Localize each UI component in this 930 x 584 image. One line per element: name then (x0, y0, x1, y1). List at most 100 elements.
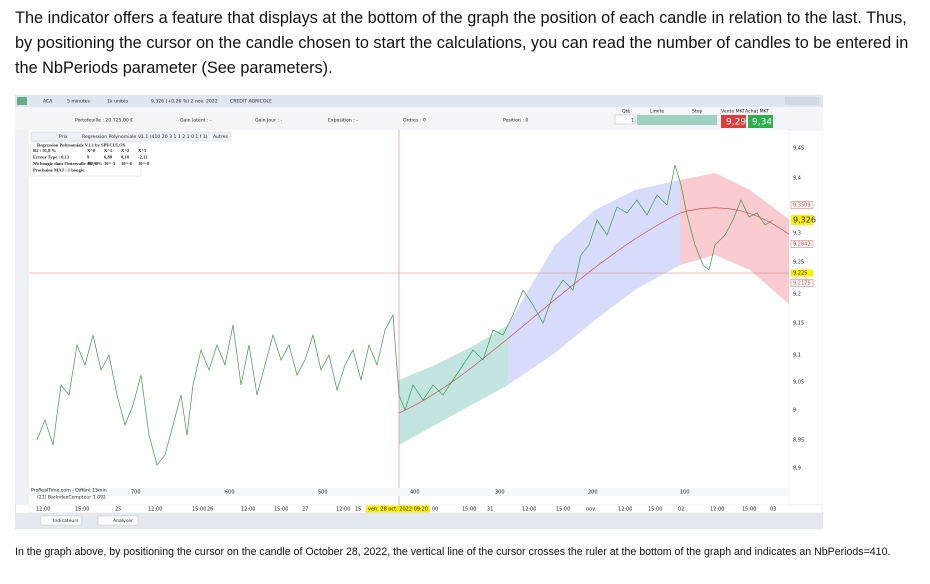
time-label: 15 (355, 507, 361, 513)
time-label: 15:00 (192, 507, 206, 513)
coef-scales: 10^-6 (121, 161, 133, 166)
price-label: 9,2 (793, 292, 801, 298)
indicators-label[interactable]: Indicateurs (53, 518, 79, 524)
analyse-button[interactable] (97, 515, 139, 526)
price-label: 9,15 (793, 321, 804, 327)
price-label: 9,25 (793, 260, 804, 266)
time-label: 12:00 (710, 507, 724, 513)
qty-label: Qté (622, 108, 630, 115)
buy-price[interactable]: 9,34 (752, 118, 772, 128)
stop-label: Stop (692, 109, 703, 115)
limit-label: Limite (650, 109, 664, 115)
coef-columns: X^2 (121, 148, 130, 153)
band-red (680, 173, 790, 305)
bottom-toolbar (15, 513, 823, 529)
coef-columns: X^1 (104, 148, 113, 153)
source: ProRealTime.com - Différé 15min (31, 487, 107, 494)
portfolio: Portefeuille : 20 725,00 € (75, 118, 133, 124)
time-label: 25 (115, 507, 121, 513)
price-tag (790, 240, 814, 248)
sell-label: Vente MKT (721, 109, 745, 115)
time-label: 15:00 (742, 507, 756, 513)
chart-area (29, 130, 791, 505)
time-label: 31 (487, 507, 493, 513)
price-label: 9,326 (793, 216, 816, 225)
coef-columns: X^0 (87, 148, 96, 153)
stat: Prochaine MAJ : 1 bougie (33, 168, 84, 173)
timeframe[interactable]: 5 minutes (67, 99, 91, 105)
price-label: 9,1 (793, 353, 801, 359)
coef-coefficients: 9 (87, 155, 90, 160)
sub-indicator: (21) BarIndexCompteur 1 092 (37, 495, 106, 501)
latent-gain: Gain latent : - (180, 118, 212, 124)
ruler-label: 600 (225, 490, 235, 496)
time-label: 02 (678, 507, 684, 513)
time-label: 15:00 (274, 507, 288, 513)
coef-columns: X^3 (138, 148, 147, 153)
ruler-label: 700 (131, 490, 141, 496)
coef-coefficients: -2,13 (138, 155, 148, 160)
orders: Ordres : 0 (403, 118, 426, 124)
legend-others[interactable]: Autres (213, 134, 228, 140)
caption-text: In the graph above, by positioning the c… (15, 546, 891, 558)
ticker: ACA (43, 99, 53, 105)
stat: Nb bougie dans l'intervalle :92,9 % (33, 161, 103, 166)
account-bar (15, 107, 823, 130)
price-axis-labels: 9,45 9,4 9,3509 9,326 9,3 9,2842 9,25 9,225 9,21… (790, 146, 816, 472)
screenshot: ACA 5 minutes 1k unités 9,326 (+0,26 %) … (15, 95, 823, 529)
time-label: 12:00 (148, 507, 162, 513)
price-label: 9,3 (793, 231, 801, 237)
order-buttons[interactable] (637, 115, 717, 125)
cursor-date-tag (366, 505, 430, 513)
ruler-label: 300 (495, 490, 505, 496)
time-label: ven. 28 oct. 2022 09:20 (368, 507, 428, 513)
analyse-label[interactable]: Analyser (113, 518, 133, 524)
price-label: 9,2175 (793, 281, 811, 287)
logo (17, 97, 27, 105)
indicators-button[interactable] (40, 515, 82, 526)
ruler-label: 400 (410, 490, 420, 496)
coef-coefficients: 4,18 (121, 155, 130, 160)
time-axis-labels: 12:00 15:00 25 12:00 15:00 26 12:00 15:00 27 12:0… (36, 505, 776, 513)
day-gain: Gain Jour : - (255, 118, 282, 124)
time-label: 00 (432, 507, 438, 513)
sell-price[interactable]: 9,29 (726, 118, 746, 128)
price-tag (790, 279, 814, 287)
price-tag (791, 215, 813, 225)
units[interactable]: 1k unités (107, 98, 129, 105)
stat: Erreur Type : 0,13 (33, 155, 70, 160)
price-label: 9,225 (793, 271, 807, 277)
sell-button[interactable] (721, 115, 746, 128)
stat: R2 : 91,8 % (33, 148, 57, 153)
time-label: nov. (586, 507, 597, 513)
time-label: 12:00 (336, 507, 350, 513)
price-label: 9,2842 (793, 242, 811, 248)
intro-text: The indicator offers a feature that disp… (15, 9, 909, 77)
tool-strip (15, 130, 29, 505)
band-blue (508, 180, 680, 385)
ruler-label: 100 (680, 490, 690, 496)
qty-value[interactable]: 1 (631, 118, 634, 124)
price-label: 9,05 (793, 380, 804, 386)
band-green (399, 325, 508, 445)
window-buttons[interactable] (785, 97, 819, 105)
price-label: 9,45 (793, 146, 804, 152)
price-label: 8,9 (793, 466, 801, 472)
legend-indicator[interactable]: Regression Polynomiale V1.1 (410 20 3 1 … (82, 134, 208, 140)
qty-input[interactable] (614, 114, 636, 125)
buy-button[interactable] (748, 115, 773, 128)
coef-coefficients: 6,88 (104, 155, 113, 160)
price-axis (788, 129, 823, 506)
coef-scales: 10^-8 (138, 161, 150, 166)
time-label: 12:00 (36, 507, 50, 513)
coef-scales: 10^-3 (104, 161, 116, 166)
price-label: 9,4 (793, 176, 801, 182)
time-label: 27 (302, 507, 308, 513)
legend-price[interactable]: Prix (59, 134, 68, 140)
time-label: 12:00 (618, 507, 632, 513)
time-label: 03 (770, 507, 776, 513)
stats-title: Regression Polynomiale V1.1 by SPECULOS (37, 143, 126, 148)
legend-bar (30, 131, 232, 142)
